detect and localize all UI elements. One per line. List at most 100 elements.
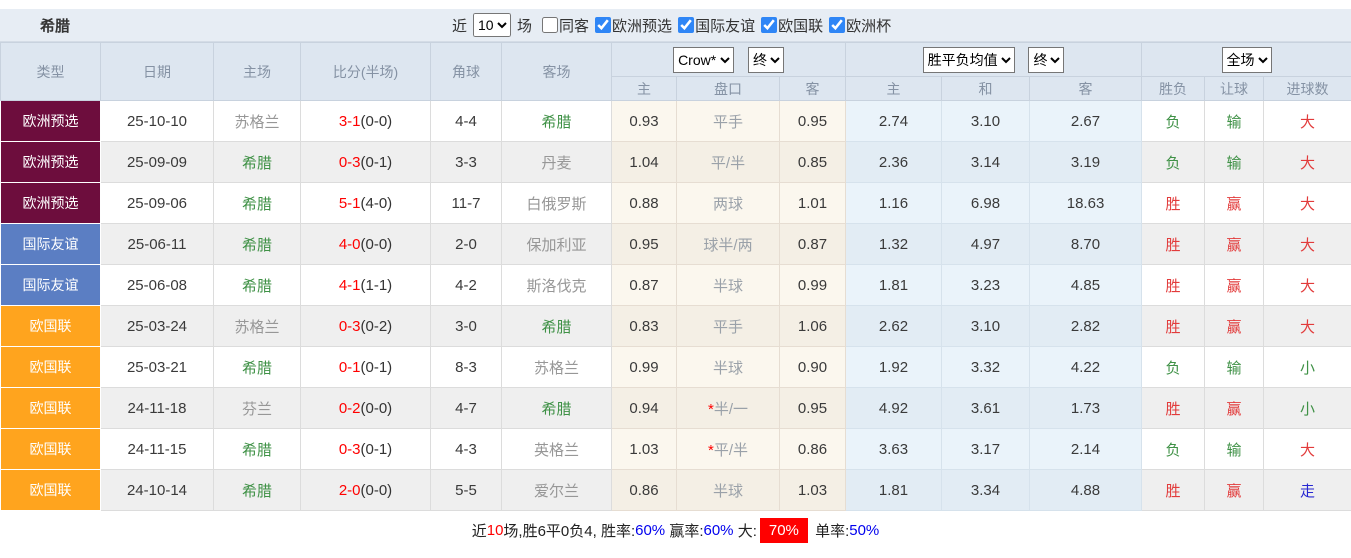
ah-line-cell: 平手 <box>677 101 780 142</box>
filter-checkbox-国际友谊[interactable] <box>678 17 694 33</box>
date-cell: 25-03-21 <box>101 347 214 388</box>
result-group-header: 全场 <box>1142 43 1351 77</box>
col-header-ah-home: 主 <box>612 77 677 101</box>
col-header-eu-home: 主 <box>846 77 942 101</box>
col-header-corner: 角球 <box>431 43 502 101</box>
result-goals-cell: 大 <box>1264 306 1351 347</box>
date-cell: 25-10-10 <box>101 101 214 142</box>
away-team-cell: 希腊 <box>502 306 612 347</box>
league-cell: 欧洲预选 <box>1 142 101 183</box>
halftime-score: (0-2) <box>361 318 393 335</box>
bookmaker-select[interactable]: Crow* <box>673 47 734 73</box>
handicap-group-header: Crow* 终 <box>612 43 846 77</box>
filter-toggle-欧洲杯[interactable]: 欧洲杯 <box>829 15 891 36</box>
col-header-result-wl: 胜负 <box>1142 77 1205 101</box>
filter-toggle-国际友谊[interactable]: 国际友谊 <box>678 15 755 36</box>
ah-home-odds-cell: 1.03 <box>612 429 677 470</box>
europe-time-select[interactable]: 终 <box>1028 47 1064 73</box>
eu-draw-odds-cell: 3.23 <box>942 265 1030 306</box>
filter-toggle-欧洲预选[interactable]: 欧洲预选 <box>595 15 672 36</box>
col-header-eu-away: 客 <box>1030 77 1142 101</box>
result-goals-cell: 大 <box>1264 101 1351 142</box>
league-cell: 欧洲预选 <box>1 101 101 142</box>
date-cell: 25-09-09 <box>101 142 214 183</box>
filter-checkbox-欧洲预选[interactable] <box>595 17 611 33</box>
ah-line-cell: 半球 <box>677 265 780 306</box>
ah-home-odds-cell: 1.04 <box>612 142 677 183</box>
score-cell: 4-0(0-0) <box>301 224 431 265</box>
filter-checkbox-同客[interactable] <box>542 17 558 33</box>
eu-away-odds-cell: 2.67 <box>1030 101 1142 142</box>
league-cell: 国际友谊 <box>1 265 101 306</box>
eu-draw-odds-cell: 3.32 <box>942 347 1030 388</box>
result-goals-cell: 小 <box>1264 347 1351 388</box>
halftime-score: (0-1) <box>361 154 393 171</box>
result-handicap-cell: 输 <box>1205 347 1264 388</box>
col-header-away: 客场 <box>502 43 612 101</box>
ah-away-odds-cell: 1.06 <box>780 306 846 347</box>
europe-odds-select[interactable]: 胜平负均值 <box>923 47 1015 73</box>
result-handicap-cell: 输 <box>1205 101 1264 142</box>
home-team-cell: 希腊 <box>214 470 301 511</box>
ah-away-odds-cell: 0.90 <box>780 347 846 388</box>
filter-checkbox-欧洲杯[interactable] <box>829 17 845 33</box>
score-cell: 0-3(0-1) <box>301 429 431 470</box>
home-team-cell: 希腊 <box>214 347 301 388</box>
result-goals-cell: 走 <box>1264 470 1351 511</box>
ah-line-cell: 半球 <box>677 470 780 511</box>
result-wl-cell: 胜 <box>1142 265 1205 306</box>
recent-label: 近 <box>452 15 467 36</box>
league-cell: 欧国联 <box>1 470 101 511</box>
eu-away-odds-cell: 4.22 <box>1030 347 1142 388</box>
eu-home-odds-cell: 2.36 <box>846 142 942 183</box>
score-cell: 3-1(0-0) <box>301 101 431 142</box>
filter-label: 同客 <box>559 15 589 36</box>
corner-cell: 5-5 <box>431 470 502 511</box>
result-wl-cell: 胜 <box>1142 388 1205 429</box>
ah-line-text: 半/一 <box>714 401 748 418</box>
eu-draw-odds-cell: 3.61 <box>942 388 1030 429</box>
league-cell: 国际友谊 <box>1 224 101 265</box>
result-goals-cell: 大 <box>1264 224 1351 265</box>
eu-home-odds-cell: 4.92 <box>846 388 942 429</box>
result-goals-cell: 小 <box>1264 388 1351 429</box>
eu-away-odds-cell: 8.70 <box>1030 224 1142 265</box>
filter-toggle-欧国联[interactable]: 欧国联 <box>761 15 823 36</box>
ah-line-cell: 半球 <box>677 347 780 388</box>
fulltime-select[interactable]: 全场 <box>1222 47 1272 73</box>
ah-away-odds-cell: 1.01 <box>780 183 846 224</box>
corner-cell: 4-4 <box>431 101 502 142</box>
filter-toggle-同客[interactable]: 同客 <box>542 15 589 36</box>
away-team-cell: 希腊 <box>502 101 612 142</box>
eu-away-odds-cell: 18.63 <box>1030 183 1142 224</box>
ah-home-odds-cell: 0.99 <box>612 347 677 388</box>
recent-count-select[interactable]: 10 <box>473 13 511 37</box>
result-goals-cell: 大 <box>1264 429 1351 470</box>
eu-home-odds-cell: 1.92 <box>846 347 942 388</box>
ah-away-odds-cell: 0.99 <box>780 265 846 306</box>
col-header-result-goals: 进球数 <box>1264 77 1351 101</box>
ah-away-odds-cell: 1.03 <box>780 470 846 511</box>
ah-line-text: 平/半 <box>714 442 748 459</box>
league-cell: 欧国联 <box>1 306 101 347</box>
ah-line-cell: *半/一 <box>677 388 780 429</box>
result-handicap-cell: 输 <box>1205 429 1264 470</box>
bookmaker-time-select[interactable]: 终 <box>748 47 784 73</box>
score-cell: 0-1(0-1) <box>301 347 431 388</box>
col-header-score: 比分(半场) <box>301 43 431 101</box>
corner-cell: 3-3 <box>431 142 502 183</box>
col-header-eu-draw: 和 <box>942 77 1030 101</box>
fulltime-score: 0-1 <box>339 359 361 376</box>
filter-checkbox-欧国联[interactable] <box>761 17 777 33</box>
result-wl-cell: 负 <box>1142 347 1205 388</box>
ah-line-text: 平/半 <box>711 155 745 172</box>
ah-home-odds-cell: 0.83 <box>612 306 677 347</box>
corner-cell: 8-3 <box>431 347 502 388</box>
home-team-cell: 苏格兰 <box>214 101 301 142</box>
league-cell: 欧国联 <box>1 429 101 470</box>
summary-segment: 单率: <box>811 520 849 541</box>
eu-home-odds-cell: 1.81 <box>846 470 942 511</box>
score-cell: 0-3(0-1) <box>301 142 431 183</box>
